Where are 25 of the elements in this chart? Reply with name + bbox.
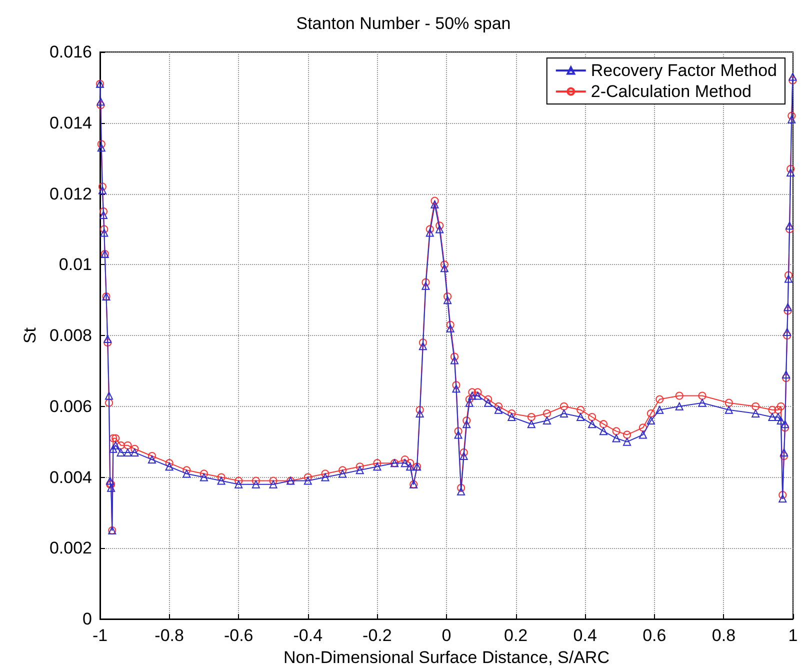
y-tick-label: 0.008 <box>49 326 92 345</box>
y-tick-label: 0.016 <box>49 42 92 62</box>
x-tick-label: -0.4 <box>293 626 323 645</box>
y-tick-label: 0.014 <box>49 113 92 132</box>
y-tick-label: 0 <box>82 610 92 628</box>
x-tick-label: -0.2 <box>362 626 392 645</box>
y-tick-label: 0.002 <box>49 538 92 558</box>
legend-label: Recovery Factor Method <box>590 61 778 80</box>
x-tick-label: -0.8 <box>154 626 184 645</box>
x-tick-label: -1 <box>92 626 108 645</box>
x-tick-label: 0.4 <box>573 626 597 645</box>
x-tick-label: 0 <box>442 626 452 645</box>
x-axis-title: Non-Dimensional Surface Distance, S/ARC <box>284 648 610 667</box>
x-tick-label: -0.6 <box>224 626 254 645</box>
chart-title: Stanton Number - 50% span <box>296 14 511 33</box>
y-axis-title: St <box>20 327 40 344</box>
y-tick-label: 0.012 <box>49 184 92 204</box>
legend-label: 2-Calculation Method <box>590 82 752 101</box>
x-tick-label: 1 <box>788 626 798 645</box>
x-tick-label: 0.6 <box>642 626 666 645</box>
x-tick-label: 0.2 <box>504 626 528 645</box>
y-tick-label: 0.01 <box>58 255 92 274</box>
y-tick-label: 0.006 <box>49 396 92 416</box>
x-tick-label: 0.8 <box>712 626 736 645</box>
y-tick-label: 0.004 <box>49 468 92 487</box>
